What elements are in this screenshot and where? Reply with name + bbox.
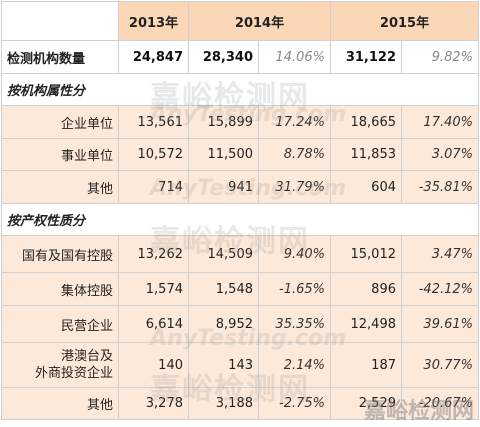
- value-2015: 896: [330, 272, 402, 306]
- table-row: 民营企业 6,614 8,952 35.35% 12,498 39.61%: [1, 305, 479, 343]
- row-label-line-1: 港澳台及: [60, 349, 113, 364]
- value-2015: 12,498: [330, 305, 402, 343]
- section-title-ownership-type: 按产权性质分: [1, 203, 479, 236]
- section-title-institution-type: 按机构属性分: [1, 73, 479, 106]
- growth-2015: 17.40%: [401, 105, 479, 139]
- value-2013: 3,278: [118, 387, 189, 420]
- value-2014: 14,509: [188, 235, 259, 273]
- growth-2015: -20.67%: [401, 387, 479, 420]
- table-row: 企业单位 13,561 15,899 17.24% 18,665 17.40%: [1, 105, 479, 139]
- total-2014: 28,340: [188, 40, 259, 74]
- value-2015: 18,665: [330, 105, 402, 139]
- growth-2015: 3.07%: [401, 138, 479, 171]
- total-label: 检测机构数量: [1, 40, 119, 74]
- row-label: 其他: [1, 387, 119, 420]
- value-2014: 11,500: [188, 138, 259, 171]
- growth-2014: -2.75%: [258, 387, 331, 420]
- value-2013: 714: [118, 170, 189, 204]
- header-year-2014: 2014年: [188, 1, 331, 41]
- row-label: 事业单位: [1, 138, 119, 171]
- table-row: 事业单位 10,572 11,500 8.78% 11,853 3.07%: [1, 138, 479, 171]
- header-corner-cell: [1, 1, 119, 41]
- value-2015: 2,529: [330, 387, 402, 420]
- section-header-row: 按机构属性分: [1, 73, 479, 106]
- value-2014: 143: [188, 342, 259, 388]
- value-2013: 13,262: [118, 235, 189, 273]
- value-2014: 941: [188, 170, 259, 204]
- table-row: 其他 714 941 31.79% 604 -35.81%: [1, 170, 479, 204]
- value-2013: 1,574: [118, 272, 189, 306]
- total-2015-growth: 9.82%: [401, 40, 479, 74]
- row-label: 集体控股: [1, 272, 119, 306]
- row-label-two-line: 港澳台及外商投资企业: [1, 342, 119, 388]
- total-row: 检测机构数量 24,847 28,340 14.06% 31,122 9.82%: [1, 40, 479, 74]
- section-header-row: 按产权性质分: [1, 203, 479, 236]
- growth-2014: -1.65%: [258, 272, 331, 306]
- growth-2014: 35.35%: [258, 305, 331, 343]
- total-2014-growth: 14.06%: [258, 40, 331, 74]
- table-row: 港澳台及外商投资企业 140 143 2.14% 187 30.77%: [1, 342, 479, 388]
- value-2014: 8,952: [188, 305, 259, 343]
- growth-2014: 9.40%: [258, 235, 331, 273]
- growth-2014: 17.24%: [258, 105, 331, 139]
- value-2015: 11,853: [330, 138, 402, 171]
- value-2013: 13,561: [118, 105, 189, 139]
- value-2014: 1,548: [188, 272, 259, 306]
- table-row: 国有及国有控股 13,262 14,509 9.40% 15,012 3.47%: [1, 235, 479, 273]
- growth-2015: -42.12%: [401, 272, 479, 306]
- row-label: 国有及国有控股: [1, 235, 119, 273]
- value-2014: 15,899: [188, 105, 259, 139]
- value-2014: 3,188: [188, 387, 259, 420]
- header-year-2013: 2013年: [118, 1, 189, 41]
- row-label-line-2: 外商投资企业: [34, 366, 113, 381]
- growth-2014: 8.78%: [258, 138, 331, 171]
- total-2015: 31,122: [330, 40, 402, 74]
- growth-2015: 30.77%: [401, 342, 479, 388]
- growth-2014: 31.79%: [258, 170, 331, 204]
- header-row: 2013年 2014年 2015年: [1, 1, 479, 41]
- table-row: 集体控股 1,574 1,548 -1.65% 896 -42.12%: [1, 272, 479, 306]
- value-2015: 15,012: [330, 235, 402, 273]
- value-2013: 10,572: [118, 138, 189, 171]
- inspection-institutions-table: 2013年 2014年 2015年 检测机构数量 24,847 28,340 1…: [1, 1, 479, 420]
- value-2013: 6,614: [118, 305, 189, 343]
- value-2015: 187: [330, 342, 402, 388]
- growth-2015: 39.61%: [401, 305, 479, 343]
- row-label: 其他: [1, 170, 119, 204]
- table-row: 其他 3,278 3,188 -2.75% 2,529 -20.67%: [1, 387, 479, 420]
- value-2013: 140: [118, 342, 189, 388]
- growth-2014: 2.14%: [258, 342, 331, 388]
- row-label: 企业单位: [1, 105, 119, 139]
- row-label: 民营企业: [1, 305, 119, 343]
- growth-2015: 3.47%: [401, 235, 479, 273]
- value-2015: 604: [330, 170, 402, 204]
- header-year-2015: 2015年: [330, 1, 479, 41]
- growth-2015: -35.81%: [401, 170, 479, 204]
- total-2013: 24,847: [118, 40, 189, 74]
